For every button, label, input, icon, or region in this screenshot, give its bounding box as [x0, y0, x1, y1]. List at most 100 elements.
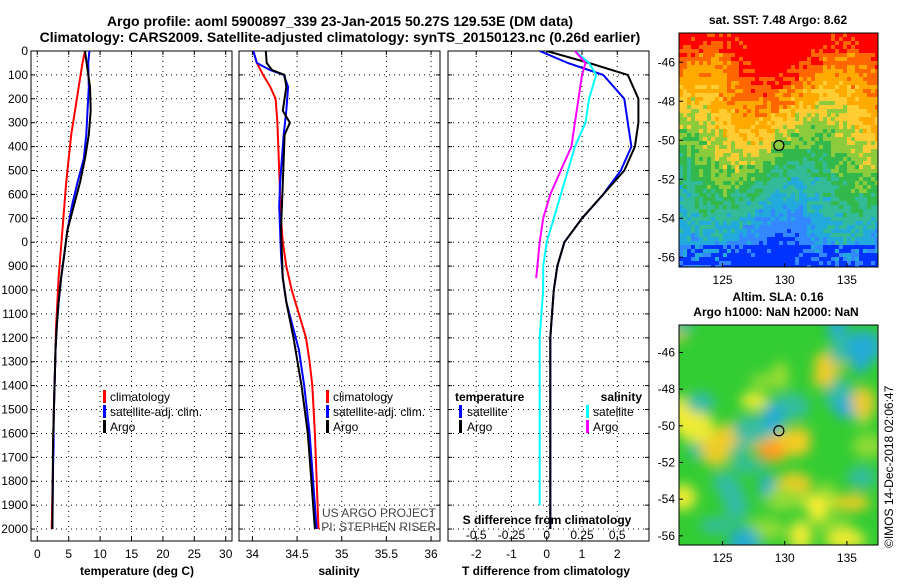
- temperature-diff-legend: temperature satellite Argo: [455, 390, 525, 434]
- legend-heading-temperature: temperature: [455, 390, 525, 404]
- xtick-label: 36: [424, 547, 438, 561]
- ytick-label: -52: [658, 172, 676, 186]
- xtick-label: 135: [837, 273, 857, 287]
- xtick-label: 2: [614, 547, 621, 561]
- legend-label-satellite: satellite-adj. clim.: [110, 405, 202, 419]
- legend-swatch-s-argo: [586, 420, 589, 433]
- sst-map: sat. SST: 7.48 Argo: 8.62 125 130 135 -46 -4…: [658, 13, 879, 287]
- legend-swatch-t-argo: [459, 420, 462, 433]
- series-line-argo: [51, 51, 92, 530]
- ytick-label: -52: [658, 456, 676, 470]
- sla-map-axes: [678, 324, 879, 546]
- legend-heading-salinity: salinity: [601, 390, 643, 404]
- legend-swatch-climatology: [326, 390, 329, 403]
- ytick-label: 1000: [1, 283, 28, 297]
- ytick-label: 1600: [1, 426, 28, 440]
- argo-location-marker: [773, 425, 785, 437]
- xtick-label: -1: [506, 547, 517, 561]
- ytick-label: 1300: [1, 355, 28, 369]
- series-line-argo: [535, 51, 587, 279]
- xtick-label: 25: [188, 547, 202, 561]
- ytick-label: 100: [8, 68, 28, 82]
- series-line-argo: [264, 51, 316, 530]
- sla-map: Altim. SLA: 0.16 Argo h1000: NaN h2000: …: [658, 290, 879, 565]
- legend-swatch-t-satellite: [459, 405, 462, 418]
- xtick-label: -2: [471, 547, 482, 561]
- xtick-top-label: -0.5: [466, 528, 487, 542]
- sst-heatmap: [679, 33, 878, 267]
- ytick-label: 300: [8, 116, 28, 130]
- ytick-label: 500: [8, 164, 28, 178]
- credit-pi: PI: STEPHEN RISER: [321, 520, 436, 534]
- xtick-label: 34: [246, 547, 260, 561]
- xtick-label: 35.5: [375, 547, 399, 561]
- timestamp: ©IMOS 14-Dec-2018 02:06:47: [882, 385, 896, 548]
- ytick-label: -56: [658, 529, 676, 543]
- legend-label-s-satellite: satellite: [593, 405, 634, 419]
- temperature-xlabel: temperature (deg C): [80, 564, 194, 578]
- xtick-label: 35: [335, 547, 349, 561]
- ytick-label: -46: [658, 55, 676, 69]
- xtick-top-label: 0.5: [609, 528, 626, 542]
- legend-swatch-satellite: [103, 405, 106, 418]
- xtick-label: 15: [125, 547, 139, 561]
- salinity-diff-legend: salinity satellite Argo: [586, 390, 642, 434]
- series-line-satellite: [538, 51, 598, 506]
- ytick-label: -50: [658, 133, 676, 147]
- xtick-label: 30: [219, 547, 233, 561]
- ytick-label: -56: [658, 250, 676, 264]
- ytick-label: 400: [8, 140, 28, 154]
- t-difference-xlabel: T difference from climatology: [462, 564, 630, 578]
- ytick-label: 1100: [2, 307, 28, 321]
- difference-panel: -2 -1 0 1 2 -0.5 -0.25 0 0.25 0.5 T difference f…: [447, 50, 650, 578]
- ytick-label: -46: [658, 346, 676, 360]
- salinity-panel: 34 34.5 35 35.5 36 salinity climatology sate…: [238, 50, 441, 578]
- legend-label-climatology: climatology: [333, 390, 393, 404]
- legend-label-t-argo: Argo: [467, 420, 493, 434]
- xtick-label: 20: [156, 547, 170, 561]
- series-line-argo: [546, 51, 640, 529]
- xtick-label: 10: [93, 547, 107, 561]
- salinity-legend: climatology satellite-adj. clim. Argo: [326, 390, 425, 434]
- ytick-label: 1400: [1, 379, 28, 393]
- xtick-label: 125: [713, 273, 733, 287]
- legend-swatch-satellite: [326, 405, 329, 418]
- temperature-panel: 0 5 10 15 20 25 300100200300400500600700090010…: [1, 44, 232, 578]
- xtick-label: 130: [775, 551, 795, 565]
- xtick-label: 135: [837, 551, 857, 565]
- legend-swatch-argo: [326, 420, 329, 433]
- xtick-label: 130: [775, 273, 795, 287]
- xtick-label: 125: [713, 551, 733, 565]
- legend-label-t-satellite: satellite: [467, 405, 508, 419]
- ytick-label: 1800: [1, 474, 28, 488]
- legend-label-argo: Argo: [333, 420, 359, 434]
- sla-map-title: Altim. SLA: 0.16: [732, 290, 824, 304]
- figure-title-line2: Climatology: CARS2009. Satellite-adjuste…: [40, 29, 641, 45]
- temperature-legend: climatology satellite-adj. clim. Argo: [103, 390, 202, 434]
- legend-swatch-s-satellite: [586, 405, 589, 418]
- xtick-top-label: 0: [543, 528, 550, 542]
- ytick-label: -54: [658, 211, 676, 225]
- argo-location-marker: [773, 139, 785, 152]
- credit-project: US ARGO PROJECT: [322, 506, 437, 520]
- xtick-top-label: -0.25: [498, 528, 526, 542]
- ytick-label: 1200: [1, 331, 28, 345]
- legend-label-climatology: climatology: [110, 390, 170, 404]
- xtick-top-label: 0.25: [570, 528, 594, 542]
- xtick-label: 1: [579, 547, 586, 561]
- ytick-label: -48: [658, 382, 676, 396]
- ytick-label: 700: [8, 211, 28, 225]
- salinity-xlabel: salinity: [318, 564, 360, 578]
- ytick-label: -50: [658, 419, 676, 433]
- ytick-label: 1900: [1, 498, 28, 512]
- ytick-label: 900: [8, 259, 28, 273]
- legend-label-satellite: satellite-adj. clim.: [333, 405, 425, 419]
- ytick-label: 0: [21, 44, 28, 58]
- legend-label-s-argo: Argo: [593, 420, 619, 434]
- sst-map-axes: [678, 32, 879, 268]
- ytick-label: 1700: [1, 450, 28, 464]
- legend-label-argo: Argo: [110, 420, 136, 434]
- sla-heatmap: [679, 325, 878, 545]
- xtick-label: 5: [65, 547, 72, 561]
